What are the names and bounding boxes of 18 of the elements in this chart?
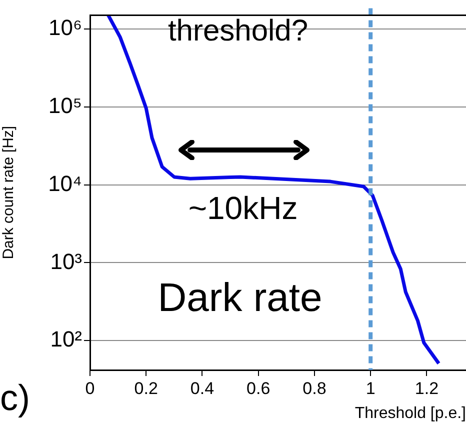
x-tick-label: 1.2 [414,378,439,398]
x-tick-label: 0.4 [190,378,214,398]
y-tick-label: 10⁴ [48,170,82,196]
y-tick-label: 10⁶ [48,14,82,40]
y-tick-label: 10⁵ [48,92,82,118]
x-tick-label: 0.2 [134,378,158,398]
y-axis-title: Dark count rate [Hz] [0,126,18,260]
annotation: Dark rate [158,276,322,320]
annotation: ~10kHz [188,190,298,226]
x-tick-label: 0.8 [302,378,326,398]
x-tick-label: 0.6 [246,378,270,398]
y-tick-label: 10² [50,326,82,352]
x-tick-label: 0 [85,378,95,398]
text: c) [0,376,30,418]
x-axis-title: Threshold [p.e.] [354,404,466,422]
y-tick-label: 10³ [50,248,82,274]
annotation: threshold? [168,14,308,48]
x-tick-label: 1 [366,378,376,398]
